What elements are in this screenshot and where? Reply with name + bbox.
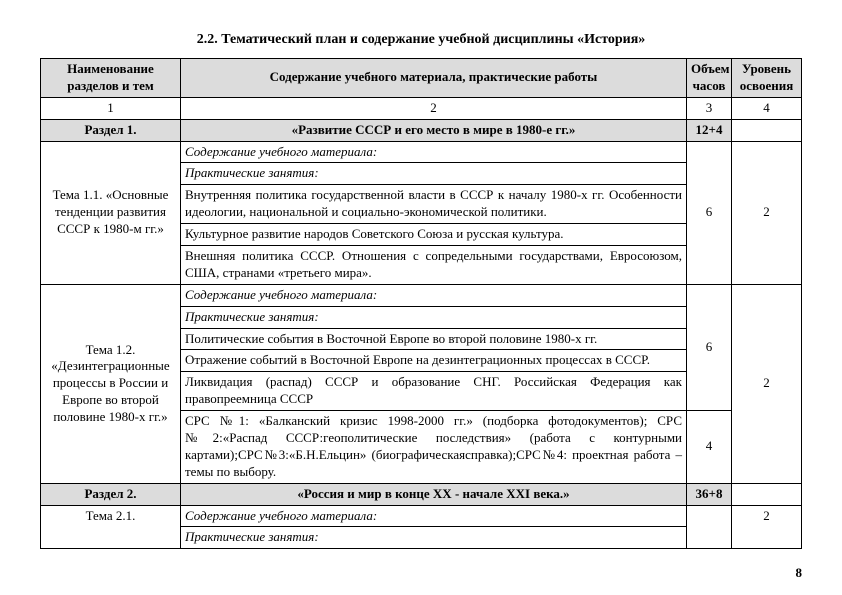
table-row: Тема 1.1. «Основные тенденции развития С… — [41, 141, 802, 163]
section-1-hours: 12+4 — [687, 119, 732, 141]
section-1-title: «Развитие СССР и его место в мире в 1980… — [181, 119, 687, 141]
page-number: 8 — [796, 565, 803, 581]
colnum-4: 4 — [732, 97, 802, 119]
section-2-level — [732, 483, 802, 505]
topic-2-1-header2: Практические занятия: — [181, 527, 687, 549]
header-col3: Объем часов — [687, 59, 732, 98]
topic-1-2-r4: СРС №1: «Балканский кризис 1998-2000 гг.… — [181, 411, 687, 484]
colnum-3: 3 — [687, 97, 732, 119]
table-row: Тема 1.2. «Дезинтеграционные процессы в … — [41, 284, 802, 306]
topic-1-1-r1: Внутренняя политика государственной влас… — [181, 185, 687, 224]
section-1-level — [732, 119, 802, 141]
topic-1-2-header2: Практические занятия: — [181, 306, 687, 328]
topic-2-1-name: Тема 2.1. — [41, 505, 181, 549]
topic-1-2-header1: Содержание учебного материала: — [181, 284, 687, 306]
topic-1-2-level: 2 — [732, 284, 802, 483]
page-title: 2.2. Тематический план и содержание учеб… — [40, 32, 802, 48]
topic-1-1-hours: 6 — [687, 141, 732, 284]
topic-1-1-header1: Содержание учебного материала: — [181, 141, 687, 163]
topic-2-1-header1: Содержание учебного материала: — [181, 505, 687, 527]
section-1-name: Раздел 1. — [41, 119, 181, 141]
colnum-2: 2 — [181, 97, 687, 119]
topic-1-2-r2: Отражение событий в Восточной Европе на … — [181, 350, 687, 372]
topic-1-2-r3: Ликвидация (распад) СССР и образование С… — [181, 372, 687, 411]
section-2-title: «Россия и мир в конце XX - начале XXI ве… — [181, 483, 687, 505]
header-col4: Уровень освоения — [732, 59, 802, 98]
topic-1-1-r2: Культурное развитие народов Советского С… — [181, 224, 687, 246]
topic-1-2-r1: Политические события в Восточной Европе … — [181, 328, 687, 350]
header-col2: Содержание учебного материала, практичес… — [181, 59, 687, 98]
topic-1-1-header2: Практические занятия: — [181, 163, 687, 185]
topic-2-1-hours — [687, 505, 732, 549]
table-header-row: Наименование разделов и тем Содержание у… — [41, 59, 802, 98]
section-1-row: Раздел 1. «Развитие СССР и его место в м… — [41, 119, 802, 141]
topic-2-1-level: 2 — [732, 505, 802, 549]
topic-1-1-level: 2 — [732, 141, 802, 284]
header-col1: Наименование разделов и тем — [41, 59, 181, 98]
curriculum-table: Наименование разделов и тем Содержание у… — [40, 58, 802, 549]
section-2-row: Раздел 2. «Россия и мир в конце XX - нач… — [41, 483, 802, 505]
section-2-name: Раздел 2. — [41, 483, 181, 505]
table-row: Тема 2.1. Содержание учебного материала:… — [41, 505, 802, 527]
topic-1-1-name: Тема 1.1. «Основные тенденции развития С… — [41, 141, 181, 284]
topic-1-2-name: Тема 1.2. «Дезинтеграционные процессы в … — [41, 284, 181, 483]
section-2-hours: 36+8 — [687, 483, 732, 505]
topic-1-2-hours1: 6 — [687, 284, 732, 410]
column-number-row: 1 2 3 4 — [41, 97, 802, 119]
topic-1-2-hours2: 4 — [687, 411, 732, 484]
colnum-1: 1 — [41, 97, 181, 119]
topic-1-1-r3: Внешняя политика СССР. Отношения с сопре… — [181, 246, 687, 285]
